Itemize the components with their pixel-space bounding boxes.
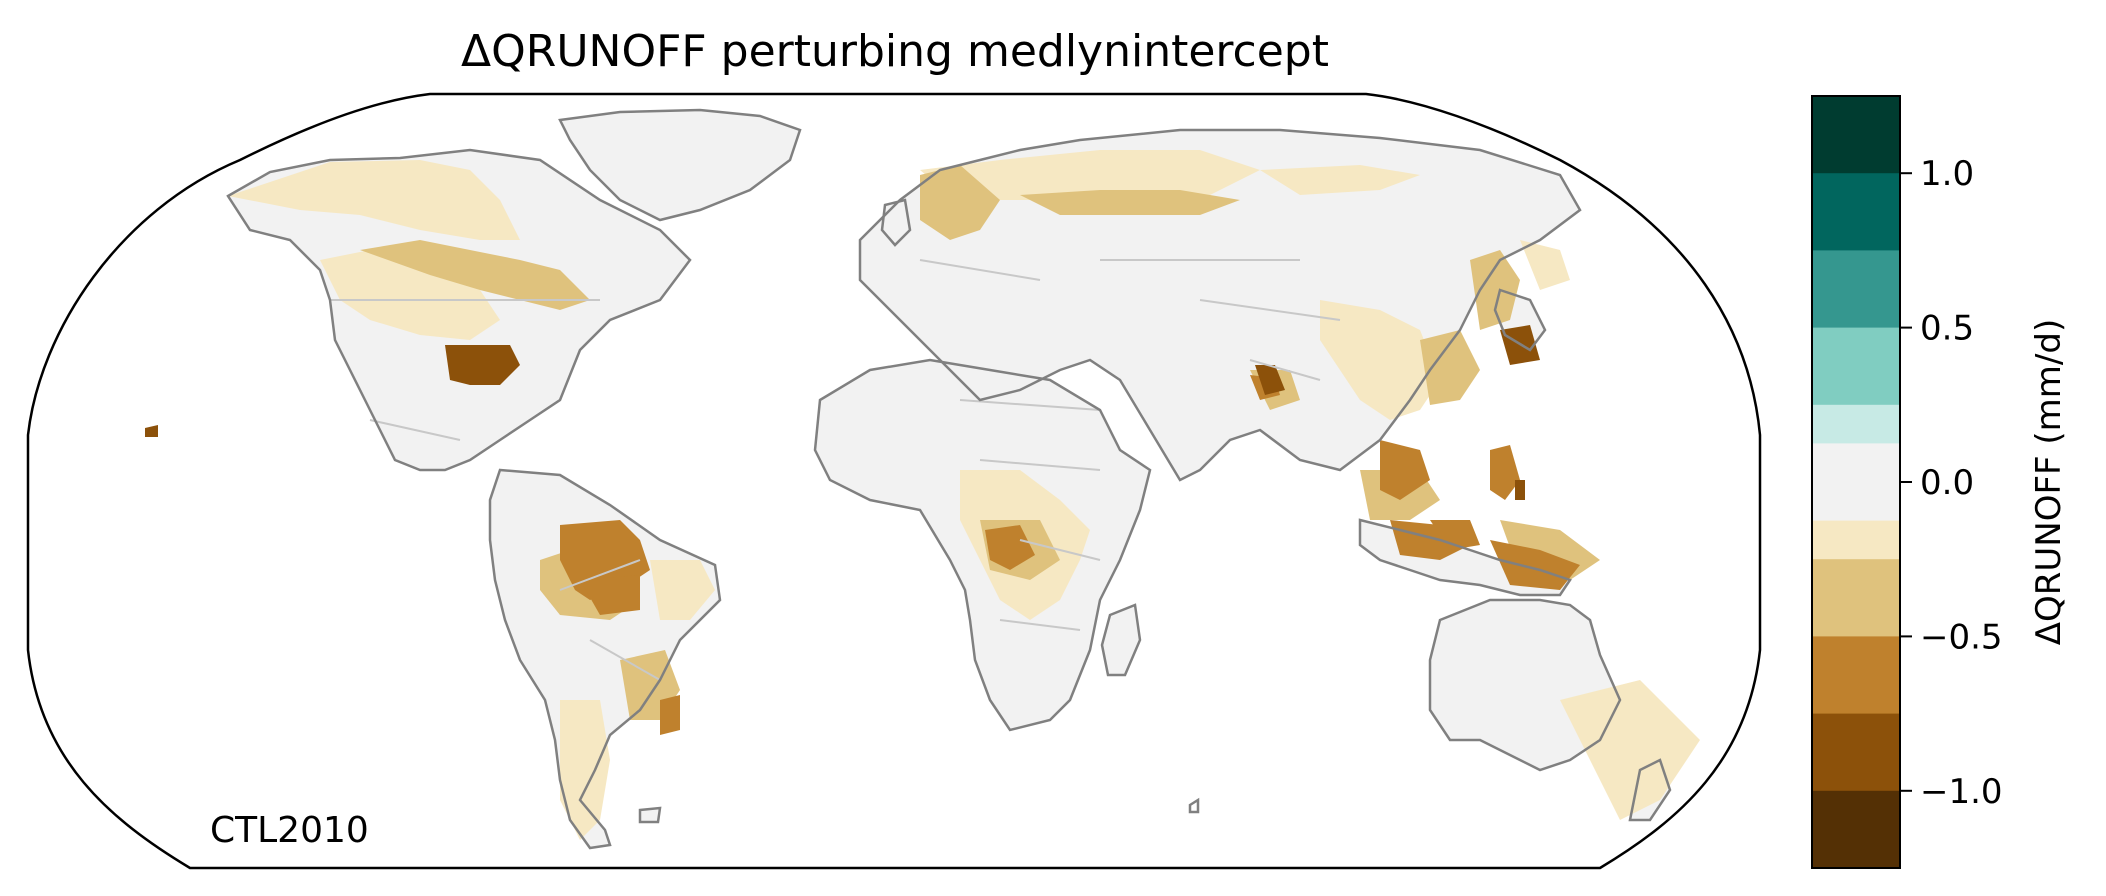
colorbar-tick-label: −0.5 <box>1920 617 2003 657</box>
anomaly-strong <box>560 375 1580 735</box>
colorbar: 1.0 0.5 0.0 −0.5 −1.0 ΔQRUNOFF (mm/d) <box>1811 95 2069 869</box>
land-antarctic-islands <box>640 808 660 822</box>
colorbar-bins <box>1812 96 1900 869</box>
colorbar-bin <box>1812 790 1900 869</box>
land-madagascar <box>1102 605 1140 675</box>
globe-outline <box>26 92 1762 870</box>
run-label: CTL2010 <box>210 810 369 851</box>
colorbar-bin <box>1812 404 1900 444</box>
land-greenland <box>560 110 800 220</box>
land-australia <box>1430 600 1620 770</box>
colorbar-label: ΔQRUNOFF (mm/d) <box>2029 319 2069 645</box>
colorbar-bin <box>1812 327 1900 406</box>
colorbar-bin <box>1812 96 1900 174</box>
colorbar-ticks: 1.0 0.5 0.0 −0.5 −1.0 <box>1900 154 2003 812</box>
colorbar-tick-label: 0.0 <box>1920 463 1974 503</box>
map-panel: CTL2010 <box>26 92 1762 870</box>
anomaly-patches <box>145 150 1700 840</box>
colorbar-bin <box>1812 520 1900 560</box>
colorbar-tick-label: 0.5 <box>1920 309 1974 349</box>
map-title: ΔQRUNOFF perturbing medlynintercept <box>461 26 1329 77</box>
map-content <box>145 108 1700 850</box>
colorbar-bin <box>1812 559 1900 637</box>
country-borders <box>330 259 1341 681</box>
colorbar-bin <box>1812 713 1900 792</box>
colorbar-bin <box>1812 173 1900 251</box>
colorbar-bin <box>1812 443 1900 522</box>
colorbar-bin <box>1812 250 1900 329</box>
colorbar-bin <box>1812 636 1900 715</box>
coastlines <box>226 108 1672 850</box>
colorbar-tick-label: 1.0 <box>1920 154 1974 194</box>
colorbar-tick-label: −1.0 <box>1920 772 2003 812</box>
